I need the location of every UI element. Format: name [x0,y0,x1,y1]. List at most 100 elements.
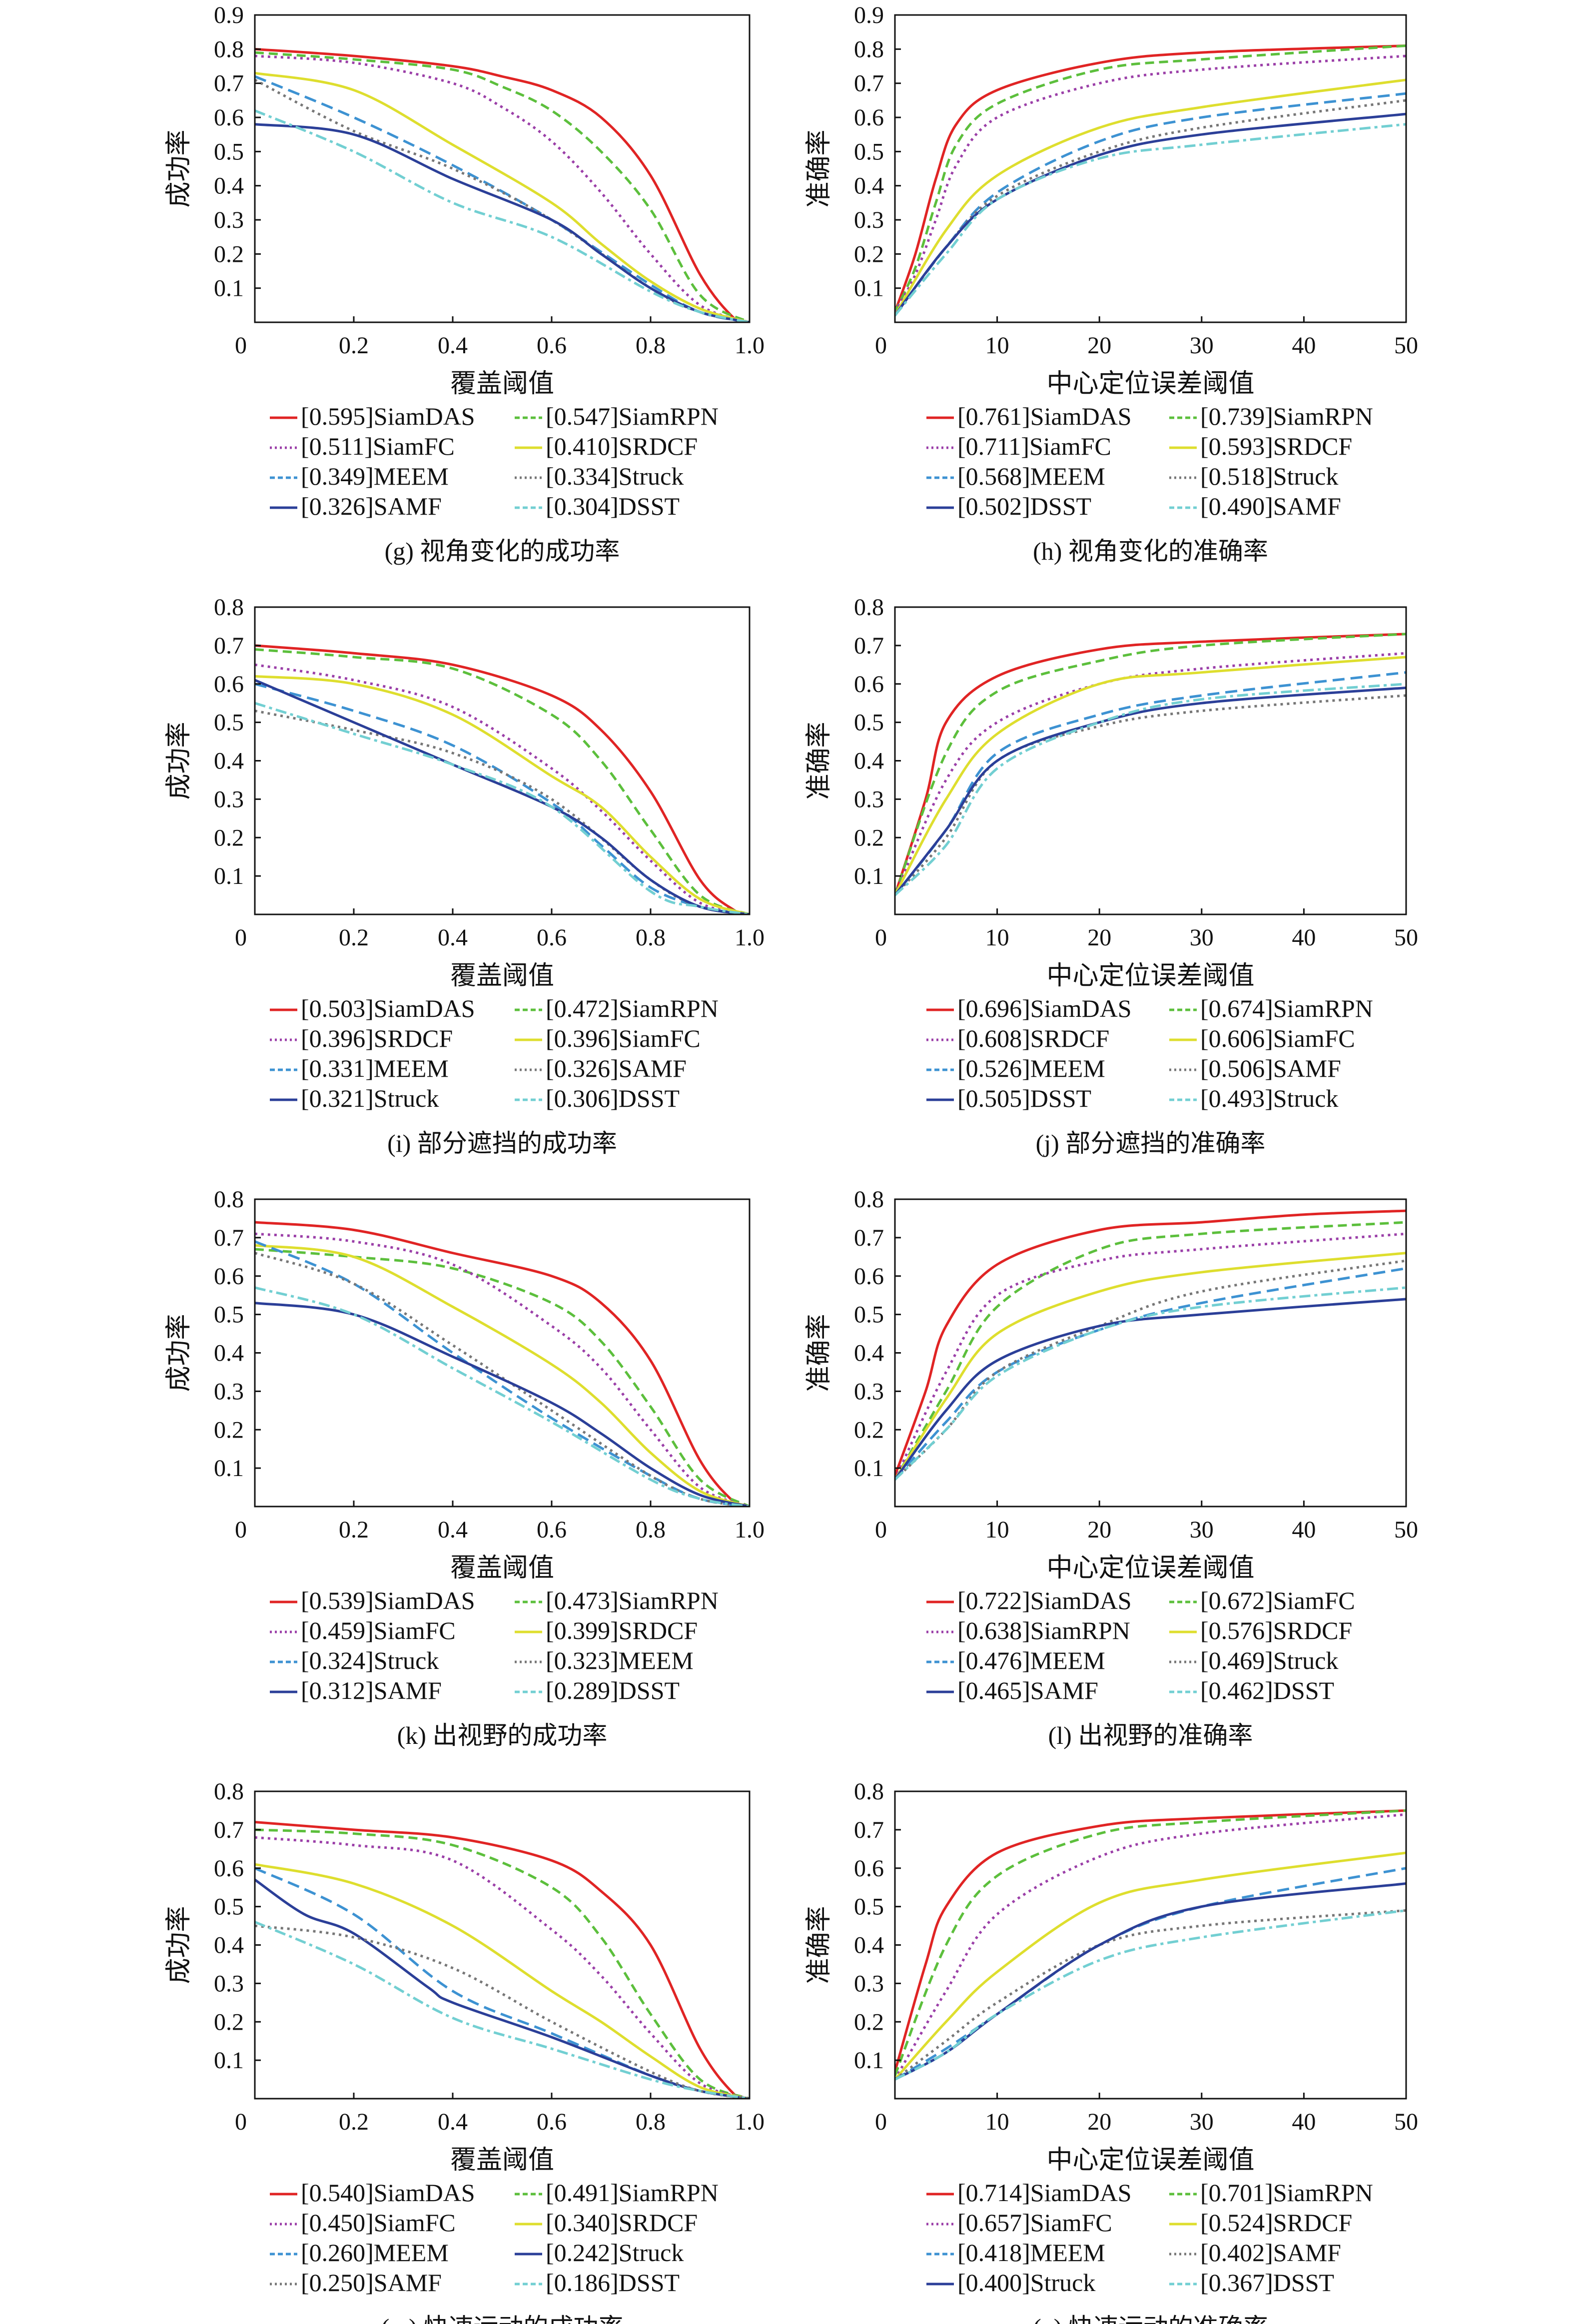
y-tick-label: 0.8 [214,1186,244,1213]
series-line [895,1809,1406,2072]
x-tick-label: 50 [1394,2109,1418,2135]
x-tick-label: 0.8 [636,1517,666,1543]
legend-label: [0.657]SiamFC [957,2209,1112,2237]
series-line [895,1813,1406,2080]
legend-label: [0.367]DSST [1200,2269,1334,2297]
y-tick-label: 0.5 [214,1894,244,1920]
y-tick-label: 0.3 [214,1378,244,1405]
legend-label: [0.674]SiamRPN [1200,994,1373,1022]
series-line [895,652,1406,896]
series-line [255,1232,750,1507]
legend-label: [0.334]Struck [546,462,684,490]
series-line [895,1882,1406,2081]
series-line [895,1809,1406,2076]
series-line [895,1232,1406,1481]
x-tick-label: 0.6 [537,924,567,951]
y-tick-label: 0.1 [214,863,244,889]
legend-label: [0.739]SiamRPN [1200,402,1373,430]
y-tick-label: 0.3 [854,1970,884,1997]
series-line [895,656,1406,896]
y-tick-label: 0.9 [214,2,244,28]
series-line [255,1867,750,2099]
y-axis-label: 准确率 [805,129,833,207]
legend: [0.539]SiamDAS [0.473]SiamRPN [0.459]SiamF… [270,1586,719,1704]
y-tick-label: 0.4 [854,1340,884,1367]
series-line [895,44,1406,313]
legend: [0.714]SiamDAS [0.701]SiamRPN [0.657]SiamF… [926,2179,1373,2297]
y-axis-label: 准确率 [805,1314,833,1392]
y-tick-label: 0.7 [214,1817,244,1843]
x-tick-label: 0.2 [339,1517,369,1543]
series-line [255,1878,750,2099]
y-tick-label: 0.7 [854,70,884,97]
chart-caption: (h) 视角变化的准确率 [1033,537,1268,565]
x-tick-label: 1.0 [735,332,765,359]
y-tick-label: 0.1 [214,1455,244,1482]
y-tick-label: 0.8 [214,594,244,621]
x-tick-label: 50 [1394,924,1418,951]
legend-label: [0.696]SiamDAS [957,994,1132,1022]
series-line [255,1252,750,1507]
legend-label: [0.526]MEEM [957,1054,1105,1082]
chart-caption: (j) 部分遮挡的准确率 [1036,1129,1266,1157]
x-tick-label: 0 [875,1517,887,1543]
x-tick-label: 0.2 [339,2109,369,2135]
series-line [255,71,750,322]
series-line [255,109,750,322]
legend-label: [0.502]DSST [957,492,1091,520]
chart-caption: (g) 视角变化的成功率 [385,537,620,565]
y-tick-label: 0.4 [854,173,884,199]
series-line [255,47,750,322]
y-tick-label: 0.8 [854,36,884,62]
chart-panel-7: 0.1 0.2 0.3 0.4 0.5 0.6 0.7 0.8 0 10 20 30 40 50 中心定位误… [805,1778,1418,2324]
legend: [0.540]SiamDAS [0.491]SiamRPN [0.450]SiamF… [270,2179,719,2297]
y-tick-label: 0.6 [214,1855,244,1882]
y-tick-label: 0.8 [854,1186,884,1213]
series-line [255,1240,750,1507]
legend-label: [0.312]SAMF [301,1676,442,1704]
legend: [0.595]SiamDAS [0.547]SiamRPN [0.511]SiamF… [270,402,719,520]
plot-frame [254,1790,751,2100]
legend-label: [0.714]SiamDAS [957,2179,1132,2207]
legend-label: [0.326]SAMF [301,492,442,520]
legend-label: [0.306]DSST [546,1084,680,1112]
series-line [255,1221,750,1507]
y-axis-label: 成功率 [165,1906,193,1984]
plot-frame [894,14,1407,323]
plot-frame [254,14,751,323]
series-line [255,648,750,914]
legend-label: [0.323]MEEM [546,1646,694,1674]
x-tick-label: 0 [235,924,247,951]
x-tick-label: 0 [875,2109,887,2135]
y-axis-label: 成功率 [165,1314,193,1392]
series-line [255,1302,750,1507]
y-tick-label: 0.1 [214,2047,244,2074]
legend-label: [0.511]SiamFC [301,432,455,460]
legend-label: [0.568]MEEM [957,462,1105,490]
series-line [895,671,1406,896]
series-line [895,1867,1406,2081]
y-tick-label: 0.5 [854,138,884,165]
legend-label: [0.722]SiamDAS [957,1586,1132,1614]
x-tick-label: 10 [985,924,1009,951]
x-tick-label: 10 [985,332,1009,359]
series-line [255,1921,750,2099]
x-tick-label: 0.6 [537,332,567,359]
y-tick-label: 0.1 [854,1455,884,1482]
y-tick-label: 0.2 [854,2009,884,2035]
x-tick-label: 0.2 [339,332,369,359]
x-tick-label: 0.6 [537,1517,567,1543]
x-tick-label: 20 [1087,1517,1111,1543]
y-tick-label: 0.6 [214,1263,244,1290]
legend-label: [0.576]SRDCF [1200,1616,1352,1644]
series-line [895,633,1406,896]
legend-label: [0.672]SiamFC [1200,1586,1355,1614]
x-axis-label: 中心定位误差阈值 [1046,2146,1254,2175]
series-line [255,1286,750,1507]
x-axis-label: 覆盖阈值 [450,962,554,990]
series-line [895,123,1406,316]
series-line [895,1267,1406,1481]
series-line [895,1221,1406,1481]
series-line [255,54,750,322]
series-line [895,633,1406,896]
